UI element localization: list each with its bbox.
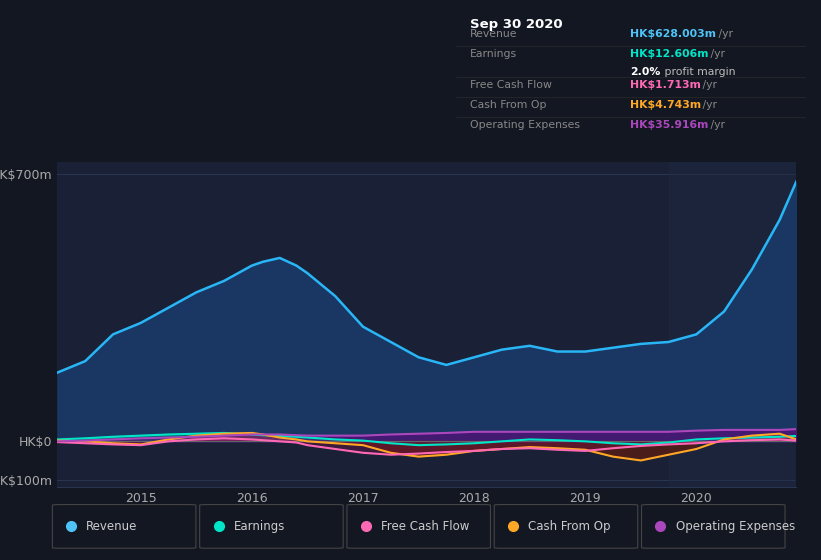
- Text: /yr: /yr: [707, 49, 725, 59]
- Text: Operating Expenses: Operating Expenses: [470, 120, 580, 130]
- Text: Operating Expenses: Operating Expenses: [676, 520, 795, 533]
- Bar: [668, 162, 796, 487]
- Text: 2.0%: 2.0%: [631, 67, 660, 77]
- Text: /yr: /yr: [699, 80, 718, 90]
- Text: Earnings: Earnings: [234, 520, 285, 533]
- Text: Revenue: Revenue: [470, 29, 517, 39]
- Text: Revenue: Revenue: [86, 520, 138, 533]
- Text: Free Cash Flow: Free Cash Flow: [470, 80, 552, 90]
- Text: HK$12.606m: HK$12.606m: [631, 49, 709, 59]
- Text: HK$1.713m: HK$1.713m: [631, 80, 701, 90]
- Text: /yr: /yr: [714, 29, 732, 39]
- Text: Sep 30 2020: Sep 30 2020: [470, 18, 562, 31]
- Text: /yr: /yr: [707, 120, 725, 130]
- Text: /yr: /yr: [699, 100, 718, 110]
- Text: Cash From Op: Cash From Op: [528, 520, 611, 533]
- Text: HK$4.743m: HK$4.743m: [631, 100, 701, 110]
- Text: Earnings: Earnings: [470, 49, 516, 59]
- Text: profit margin: profit margin: [661, 67, 736, 77]
- Text: Cash From Op: Cash From Op: [470, 100, 546, 110]
- Text: HK$628.003m: HK$628.003m: [631, 29, 716, 39]
- Text: HK$35.916m: HK$35.916m: [631, 120, 709, 130]
- Text: Free Cash Flow: Free Cash Flow: [381, 520, 470, 533]
